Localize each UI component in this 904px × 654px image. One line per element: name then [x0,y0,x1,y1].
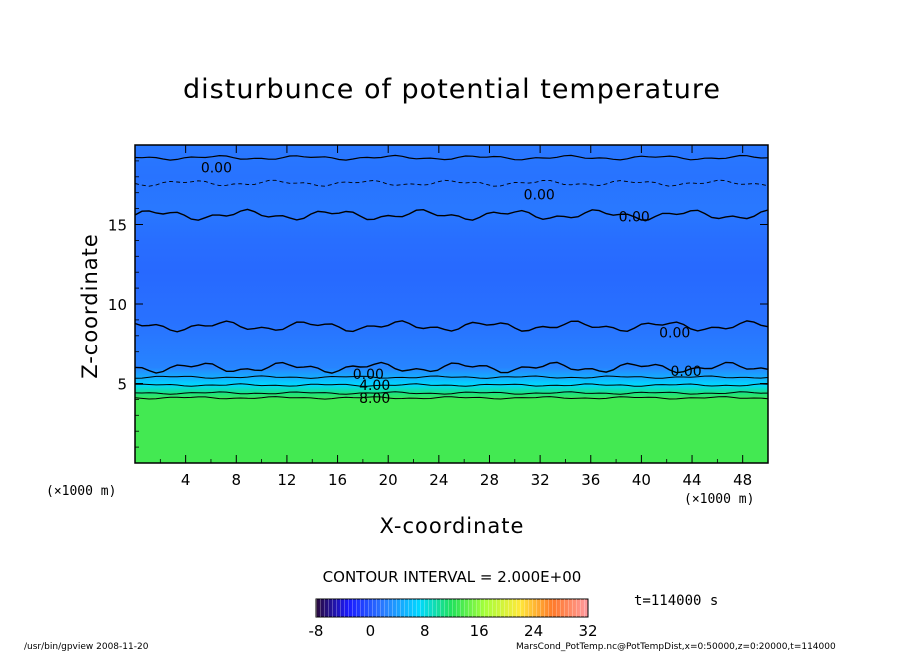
contour-label: 0.00 [659,326,690,342]
time-label: t=114000 s [634,593,719,609]
contour-labels: 0.000.000.000.000.000.004.008.00 [201,160,702,407]
colorbar-tick-label: 0 [366,622,376,640]
contour-line [134,375,769,379]
colorbar-tick-label: 8 [420,622,430,640]
contour-interval-label: CONTOUR INTERVAL = 2.000E+00 [322,568,582,586]
x-tick-label: 8 [232,471,242,489]
x-tick-label: 36 [581,471,600,489]
contour-line [134,320,769,333]
colorbar-tick-label: -8 [309,622,324,640]
contour-line [134,154,769,161]
x-tick-label: 24 [429,471,448,489]
y-axis-ticks: 5 10 15 [108,160,768,448]
field-fill [135,145,768,463]
x-tick-label: 12 [277,471,296,489]
colorbar-tick-label: 24 [524,622,543,640]
contour-label: 8.00 [359,391,390,407]
x-tick-label: 4 [181,471,191,489]
colorbar-tick-label: 16 [470,622,489,640]
y-tick-label: 5 [117,376,127,394]
colorbar-tick-label: 32 [578,622,597,640]
contour-line [134,361,769,374]
y-tick-label: 10 [108,296,127,314]
x-unit-label: (×1000 m) [684,492,755,507]
chart-title: disturbunce of potential temperature [183,74,721,105]
y-axis-title: Z-coordinate [78,233,102,379]
y-tick-label: 15 [108,217,127,235]
plot-area [135,145,768,463]
contour-lines [134,154,769,400]
x-axis-title: X-coordinate [379,514,525,538]
contour-line [134,208,769,221]
footer-left: /usr/bin/gpview 2008-11-20 [24,642,149,652]
contour-label: 0.00 [619,210,650,226]
contour-line [134,391,769,395]
x-tick-label: 44 [682,471,701,489]
x-tick-label: 16 [328,471,347,489]
x-tick-label: 32 [531,471,550,489]
y-unit-label: (×1000 m) [46,484,117,499]
x-axis-ticks: 4 8 12 16 20 24 28 32 36 40 44 48 [159,145,752,489]
contour-line [134,396,769,400]
x-tick-label: 40 [632,471,651,489]
footer-right: MarsCond_PotTemp.nc@PotTempDist,x=0:5000… [516,642,836,652]
contour-label: 0.00 [353,367,384,383]
x-tick-label: 28 [480,471,499,489]
x-tick-label: 20 [379,471,398,489]
contour-label: 0.00 [671,364,702,380]
contour-label: 0.00 [201,160,232,176]
contour-line [134,383,769,387]
colorbar: -8 0 8 16 24 32 [309,598,598,640]
contour-label: 0.00 [524,187,555,203]
colorbar-stripes [316,599,588,617]
contour-label: 4.00 [359,378,390,394]
x-tick-label: 48 [733,471,752,489]
contour-line-negative [134,179,769,187]
